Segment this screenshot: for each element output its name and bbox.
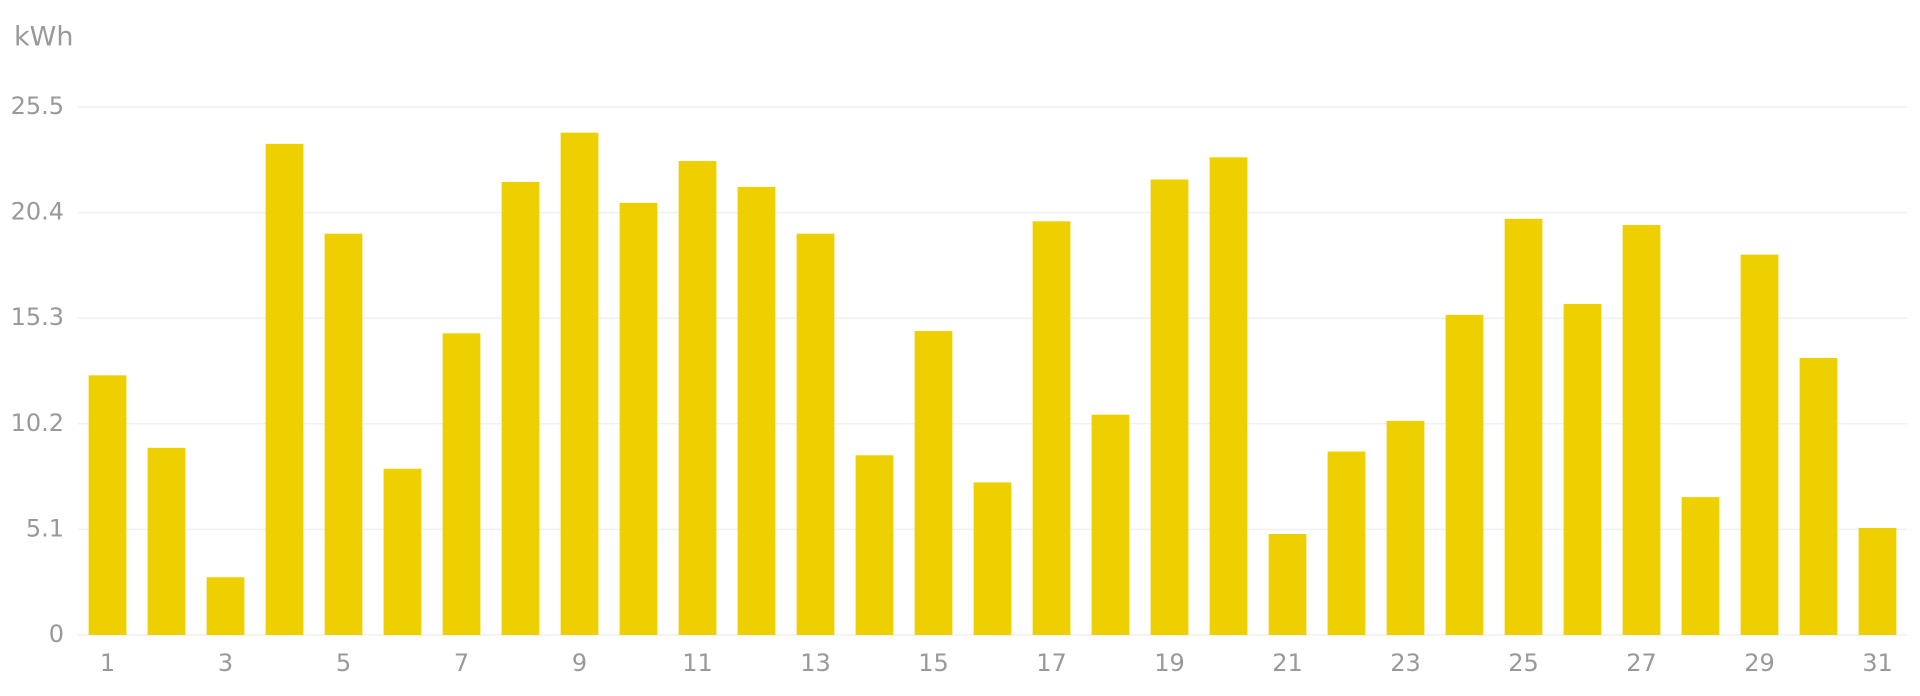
bar bbox=[973, 482, 1012, 635]
x-tick-label: 25 bbox=[1508, 649, 1539, 677]
bar bbox=[1740, 254, 1779, 635]
bar bbox=[855, 455, 894, 635]
x-tick-label: 7 bbox=[454, 649, 469, 677]
x-tick-label: 3 bbox=[218, 649, 233, 677]
bar bbox=[324, 233, 363, 635]
bar bbox=[1032, 221, 1071, 636]
y-tick-label: 5.1 bbox=[26, 514, 64, 542]
bar bbox=[1858, 527, 1897, 635]
x-tick-label: 31 bbox=[1862, 649, 1893, 677]
bar bbox=[1150, 179, 1189, 635]
y-axis-label: kWh bbox=[14, 22, 73, 53]
bar bbox=[383, 468, 422, 635]
y-tick-label: 20.4 bbox=[11, 198, 64, 226]
y-tick-label: 10.2 bbox=[11, 409, 64, 437]
bar bbox=[206, 577, 245, 635]
bar bbox=[442, 333, 481, 635]
bar bbox=[560, 132, 599, 635]
bar bbox=[1799, 357, 1838, 635]
x-tick-label: 15 bbox=[918, 649, 949, 677]
x-tick-label: 23 bbox=[1390, 649, 1421, 677]
bar bbox=[1327, 451, 1366, 635]
bar bbox=[678, 161, 717, 635]
bar bbox=[147, 447, 186, 635]
x-tick-label: 27 bbox=[1626, 649, 1657, 677]
x-tick-label: 9 bbox=[572, 649, 587, 677]
bar bbox=[1445, 314, 1484, 635]
y-tick-label: 25.5 bbox=[11, 92, 64, 120]
bar bbox=[1386, 420, 1425, 635]
x-tick-label: 29 bbox=[1744, 649, 1775, 677]
x-tick-label: 13 bbox=[800, 649, 831, 677]
bar bbox=[1209, 157, 1248, 635]
x-tick-label: 5 bbox=[336, 649, 351, 677]
y-tick-label: 15.3 bbox=[11, 303, 64, 331]
x-tick-label: 19 bbox=[1154, 649, 1185, 677]
bar bbox=[1091, 414, 1130, 635]
bar bbox=[1622, 225, 1661, 635]
bar bbox=[914, 331, 953, 635]
x-tick-label: 1 bbox=[100, 649, 115, 677]
bar bbox=[265, 143, 304, 635]
x-tick-label: 21 bbox=[1272, 649, 1303, 677]
bar bbox=[619, 202, 658, 636]
bar bbox=[1504, 218, 1543, 635]
bar bbox=[501, 181, 540, 635]
bar bbox=[88, 375, 127, 635]
bar bbox=[1268, 533, 1307, 635]
x-tick-label: 17 bbox=[1036, 649, 1067, 677]
bar bbox=[796, 233, 835, 635]
x-tick-label: 11 bbox=[682, 649, 713, 677]
y-tick-label: 0 bbox=[49, 620, 64, 648]
bar bbox=[1681, 497, 1720, 635]
bar bbox=[737, 186, 776, 635]
bar bbox=[1563, 303, 1602, 635]
